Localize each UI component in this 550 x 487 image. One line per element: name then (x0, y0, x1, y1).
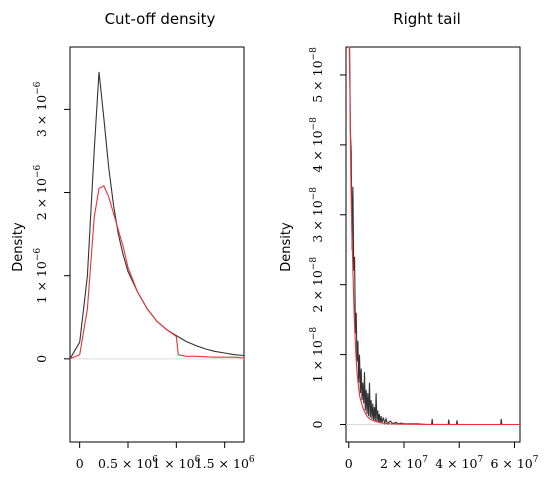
y-tick-label: 0 (34, 355, 49, 363)
y-tick-label: 5 × 10−8 (309, 47, 325, 103)
y-tick-label: 3 × 10−6 (33, 81, 49, 137)
y-tick-label: 1 × 10−6 (33, 248, 49, 304)
series-line-1 (69, 71, 245, 360)
series-line-1 (348, 46, 520, 426)
x-tick-label: 2 × 107 (380, 455, 428, 471)
chart-title: Right tail (393, 10, 461, 28)
x-tick-label: 1.5 × 106 (195, 455, 255, 471)
y-axis-label: Density (11, 222, 26, 272)
plot-frame (69, 46, 245, 443)
y-tick-label: 1 × 10−8 (309, 327, 325, 383)
x-tick-label: 1 × 106 (152, 455, 200, 471)
series-line-2 (69, 185, 245, 360)
y-tick-label: 2 × 10−6 (33, 164, 49, 220)
plot-area (346, 46, 520, 426)
plot-area (69, 71, 245, 360)
y-tick-label: 4 × 10−8 (309, 117, 325, 173)
series-line-2 (348, 46, 520, 426)
y-axis-label: Density (279, 222, 294, 272)
x-tick-label: 0.5 × 106 (98, 455, 158, 471)
panel-right-tail: Right tail Density 0 2 × 107 4 × 107 6 × 10… (279, 10, 539, 471)
x-tick-label: 4 × 107 (435, 455, 483, 471)
x-tick-label: 0 (76, 456, 84, 471)
y-tick-label: 3 × 10−8 (309, 187, 325, 243)
plot-frame (345, 46, 521, 443)
y-tick-label: 0 (310, 420, 325, 428)
x-tick-label: 0 (345, 456, 353, 471)
y-tick-label: 2 × 10−8 (309, 257, 325, 313)
x-tick-label: 6 × 107 (490, 455, 538, 471)
chart-title: Cut-off density (105, 10, 216, 28)
